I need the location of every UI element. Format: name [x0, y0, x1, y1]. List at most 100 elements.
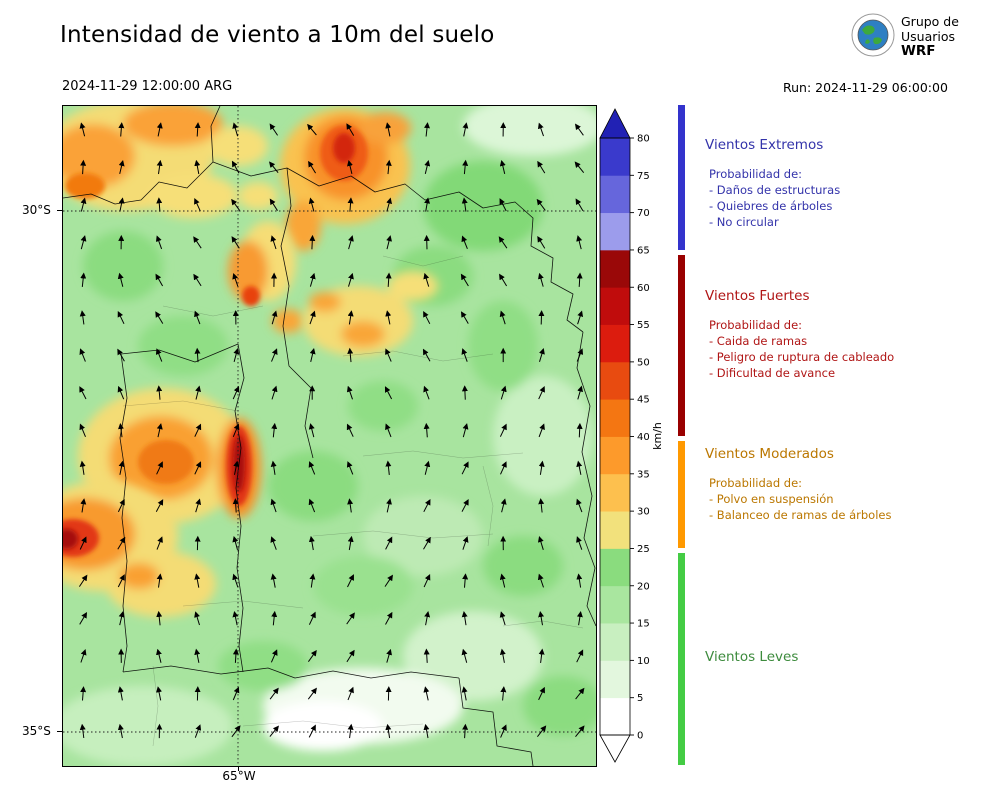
colorbar-tick-label: 10	[637, 656, 650, 667]
wind-arrow	[117, 686, 124, 701]
graticule	[63, 106, 596, 766]
colorbar-tick-label: 30	[637, 507, 650, 518]
wind-arrow	[423, 574, 431, 588]
wind-arrow	[461, 461, 469, 475]
legend-heading: Vientos Fuertes	[705, 288, 810, 304]
legend-item: - Peligro de ruptura de cableado	[709, 350, 895, 364]
wind-arrow	[424, 122, 430, 137]
wind-arrow	[461, 235, 468, 249]
wind-arrow	[307, 687, 317, 700]
legend-prob-label: Probabilidad de:	[709, 167, 803, 181]
wind-arrow	[193, 273, 202, 287]
wind-arrow	[575, 687, 585, 700]
wind-arrow	[79, 536, 87, 550]
wind-arrow	[462, 723, 469, 739]
wind-arrow	[347, 535, 354, 551]
wind-arrow	[461, 499, 469, 512]
wind-arrow	[499, 648, 506, 663]
wind-arrow	[231, 725, 241, 738]
wind-arrow	[347, 347, 354, 363]
wind-arrow	[231, 236, 240, 249]
wind-arrow	[576, 611, 583, 626]
wind-arrow	[576, 573, 583, 588]
wind-arrow	[271, 348, 278, 362]
wind-arrow	[385, 423, 392, 438]
wind-arrow	[117, 498, 125, 513]
legend-strong-winds: Vientos Fuertes Probabilidad de: - Caida…	[705, 288, 985, 381]
logo-line-3: WRF	[901, 43, 936, 59]
wind-arrow	[423, 272, 430, 287]
lon-label-65w: 65°W	[222, 769, 256, 783]
category-strip-segment	[678, 553, 685, 765]
colorbar-over-arrow	[599, 108, 631, 139]
colorbar-tick-label: 35	[637, 469, 650, 480]
wind-arrow	[424, 611, 431, 626]
axis-tick	[57, 731, 62, 732]
colorbar-tick-label: 70	[637, 208, 650, 219]
wind-arrow	[538, 611, 545, 626]
wind-arrow	[537, 160, 546, 174]
legend-item: - Daños de estructuras	[709, 183, 841, 197]
wind-arrow	[155, 311, 164, 324]
colorbar-under-arrow	[599, 734, 631, 763]
category-strip-segment	[678, 105, 685, 250]
wind-arrow	[347, 197, 354, 212]
wind-arrow	[156, 461, 163, 475]
wind-arrow	[117, 423, 124, 438]
wind-arrow	[537, 725, 547, 738]
wind-arrow	[347, 686, 354, 701]
wind-arrow	[423, 498, 431, 513]
colorbar-tick-label: 40	[637, 432, 650, 443]
wind-arrow	[538, 460, 545, 475]
wind-arrow	[385, 536, 393, 550]
wind-arrow	[232, 498, 239, 513]
wind-arrow	[460, 273, 469, 287]
department-borders	[122, 255, 584, 747]
colorbar-segment	[600, 511, 630, 549]
legend-heading: Vientos Extremos	[705, 137, 824, 153]
wind-arrow	[499, 198, 507, 212]
wind-arrow	[461, 648, 468, 663]
lat-label-35s: 35°S	[22, 724, 51, 738]
colorbar-segment	[600, 548, 630, 587]
wind-arrow	[269, 687, 279, 700]
wind-arrow	[386, 648, 392, 663]
wind-arrow	[538, 648, 545, 663]
wind-arrow	[118, 197, 125, 212]
colorbar-segment	[600, 660, 630, 699]
wind-arrow	[270, 235, 277, 250]
wind-arrow	[156, 573, 163, 588]
wind-quiver-layer	[78, 122, 585, 739]
wind-arrow	[577, 310, 584, 325]
run-time-label: Run: 2024-11-29 06:00:00	[783, 80, 948, 95]
legend-item: - Dificultad de avance	[709, 366, 836, 380]
wind-arrow	[79, 122, 86, 137]
logo-text: Grupo de Usuarios WRF	[901, 14, 959, 59]
wind-arrow	[461, 385, 468, 400]
colorbar-segment	[600, 623, 630, 661]
wind-arrow	[385, 723, 392, 739]
wind-arrow	[499, 611, 506, 626]
wind-arrow	[79, 310, 86, 325]
wind-arrow	[424, 197, 431, 212]
wind-arrow	[539, 348, 545, 362]
wind-arrow	[386, 498, 392, 513]
wind-arrow	[155, 235, 163, 250]
wind-arrow	[462, 536, 469, 550]
colorbar-tick-label: 20	[637, 581, 650, 592]
wind-arrow	[307, 123, 317, 136]
wind-arrow	[232, 272, 239, 287]
wind-arrow	[156, 159, 163, 175]
wind-arrow	[233, 460, 240, 475]
wind-arrow	[460, 311, 469, 324]
wind-arrow	[309, 234, 316, 250]
wind-arrow	[231, 160, 240, 174]
colorbar-segment	[600, 287, 630, 325]
axis-tick	[238, 766, 239, 771]
wind-arrow	[348, 235, 354, 250]
colorbar-segment	[600, 697, 630, 736]
wind-arrow	[269, 123, 279, 136]
wind-arrow	[423, 310, 431, 325]
category-color-strip	[678, 105, 685, 765]
wind-arrow	[118, 159, 125, 175]
